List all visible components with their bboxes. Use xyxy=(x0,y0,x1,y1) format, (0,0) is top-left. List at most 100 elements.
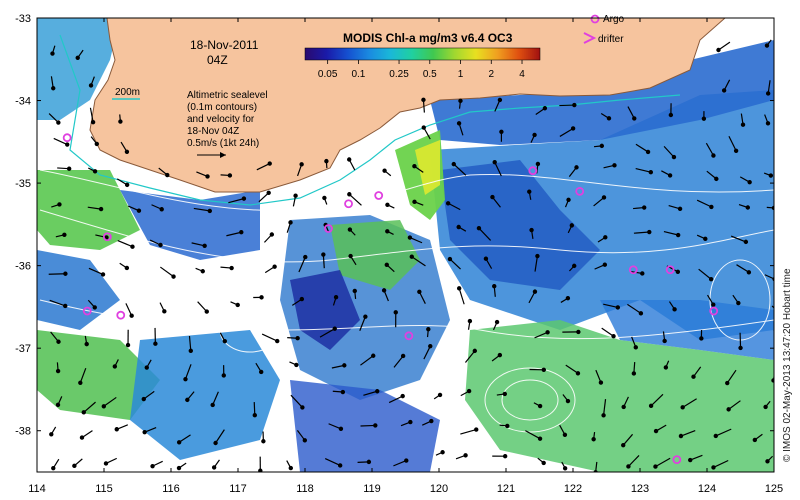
velocity-arrowhead xyxy=(642,205,647,210)
velocity-arrow xyxy=(595,369,602,383)
velocity-arrowhead xyxy=(371,353,376,358)
x-tick-label: 124 xyxy=(698,483,716,495)
velocity-arrow xyxy=(258,192,270,203)
velocity-arrowhead xyxy=(562,432,568,437)
y-tick-label: -37 xyxy=(15,343,31,355)
velocity-arrow xyxy=(393,355,404,368)
velocity-arrowhead xyxy=(210,402,215,408)
velocity-arrowhead xyxy=(678,433,684,439)
colorbar-tick-label: 0.25 xyxy=(389,69,409,80)
velocity-arrow xyxy=(715,428,732,437)
velocity-arrowhead xyxy=(202,243,207,249)
velocity-arrow xyxy=(388,395,403,404)
argo-float-marker xyxy=(528,166,538,176)
velocity-arrowhead xyxy=(130,244,135,249)
velocity-arrowhead xyxy=(768,173,774,178)
velocity-arrowhead xyxy=(363,314,368,319)
velocity-arrowhead xyxy=(302,438,308,443)
velocity-arrowhead xyxy=(529,227,534,233)
velocity-arrowhead xyxy=(502,453,508,459)
velocity-arrowhead xyxy=(158,242,163,248)
velocity-arrowhead xyxy=(421,97,426,103)
velocity-arrow xyxy=(622,433,634,446)
velocity-arrowhead xyxy=(483,256,489,261)
velocity-arrowhead xyxy=(188,348,193,353)
velocity-arrowhead xyxy=(532,132,537,138)
velocity-arrowhead xyxy=(745,205,751,210)
velocity-arrowhead xyxy=(385,202,390,207)
velocity-arrowhead xyxy=(90,119,96,125)
velocity-arrowhead xyxy=(288,220,293,225)
velocity-arrowhead xyxy=(440,450,445,455)
velocity-arrowhead xyxy=(408,419,413,425)
colorbar-tick-label: 0.05 xyxy=(318,69,338,80)
velocity-arrowhead xyxy=(653,428,659,434)
sealevel-contours xyxy=(39,169,774,433)
velocity-arrowhead xyxy=(675,232,681,238)
velocity-arrow xyxy=(726,369,737,384)
velocity-arrowhead xyxy=(176,440,182,445)
velocity-arrowhead xyxy=(393,310,398,315)
velocity-arrowhead xyxy=(50,51,55,56)
altimetry-note: Altimetric sealevel (0.1m contours) and … xyxy=(187,90,268,158)
velocity-arrow xyxy=(559,104,575,107)
velocity-arrowhead xyxy=(466,388,472,394)
velocity-arrowhead xyxy=(295,336,300,341)
velocity-arrowhead xyxy=(65,142,70,147)
velocity-arrow xyxy=(393,460,407,467)
colorbar-tick-label: 1 xyxy=(458,69,464,80)
velocity-arrowhead xyxy=(266,190,271,195)
argo-float-marker xyxy=(324,224,333,233)
velocity-arrowhead xyxy=(640,271,645,276)
land-mass xyxy=(89,18,726,193)
velocity-scale-arrowhead xyxy=(220,152,226,158)
velocity-arrowhead xyxy=(303,254,308,260)
map-area xyxy=(37,18,782,472)
velocity-arrowhead xyxy=(535,253,540,259)
velocity-arrowhead xyxy=(428,343,433,349)
velocity-arrowhead xyxy=(765,121,771,126)
velocity-arrowhead xyxy=(142,429,147,435)
sealevel-eddy xyxy=(219,307,281,353)
velocity-arrow xyxy=(650,393,664,407)
velocity-arrowhead xyxy=(572,102,577,108)
velocity-arrowhead xyxy=(743,239,749,245)
velocity-arrow xyxy=(728,135,737,152)
colorbar-title: MODIS Chl-a mg/m3 v6.4 OC3 xyxy=(343,31,513,45)
velocity-arrowhead xyxy=(631,371,637,376)
velocity-arrowhead xyxy=(426,326,431,332)
x-tick-label: 119 xyxy=(363,483,381,495)
velocity-arrowhead xyxy=(382,168,387,173)
velocity-arrowhead xyxy=(352,288,357,294)
velocity-arrowhead xyxy=(621,442,626,448)
velocity-arrowhead xyxy=(381,288,387,293)
velocity-arrowhead xyxy=(772,277,774,282)
velocity-arrowhead xyxy=(701,116,707,121)
altimetry-note-line: and velocity for xyxy=(187,114,255,125)
velocity-arrowhead xyxy=(542,106,548,111)
velocity-arrow xyxy=(602,399,607,416)
velocity-arrowhead xyxy=(711,302,716,307)
velocity-arrowhead xyxy=(261,439,266,444)
velocity-arrow xyxy=(48,273,66,275)
velocity-arrowhead xyxy=(400,393,405,399)
velocity-arrowhead xyxy=(55,402,61,408)
velocity-arrowhead xyxy=(417,289,422,294)
velocity-arrowhead xyxy=(94,141,100,147)
chl-patch-far-west xyxy=(37,250,120,330)
credit-text: © IMOS 02-May-2013 13:47:20 Hobart time xyxy=(782,268,793,462)
x-tick-label: 114 xyxy=(28,483,46,495)
velocity-arrowhead xyxy=(49,432,54,437)
velocity-arrowhead xyxy=(299,296,305,302)
velocity-arrow xyxy=(627,454,640,467)
velocity-arrow xyxy=(83,401,96,413)
velocity-arrowhead xyxy=(502,391,508,397)
velocity-arrowhead xyxy=(213,440,218,446)
velocity-arrowhead xyxy=(472,348,478,354)
velocity-arrowhead xyxy=(81,410,86,415)
velocity-arrow xyxy=(322,254,325,269)
velocity-arrowhead xyxy=(541,460,546,466)
velocity-arrow xyxy=(728,400,741,410)
velocity-arrow xyxy=(775,136,782,142)
argo-float-marker xyxy=(102,232,112,242)
